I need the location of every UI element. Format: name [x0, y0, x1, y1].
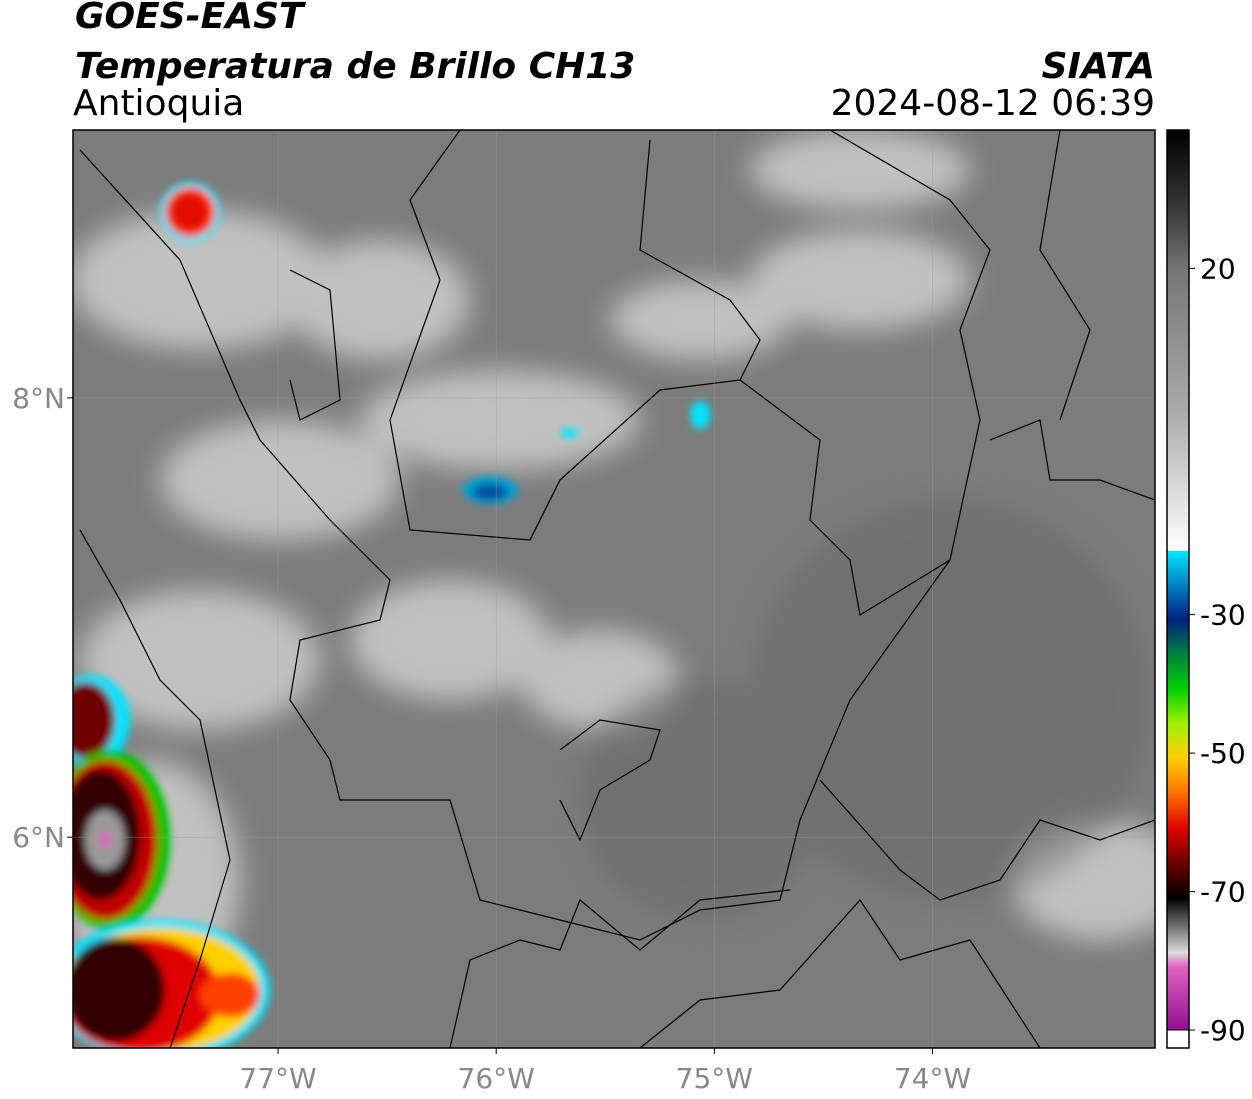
colorbar-tick-label: -30: [1200, 599, 1246, 632]
colorbar: [1167, 130, 1189, 1030]
y-tick-label: 6°N: [12, 821, 65, 854]
source: SIATA: [1042, 46, 1155, 87]
title: GOES-EAST: [75, 0, 306, 37]
x-tick-label: 77°W: [239, 1062, 316, 1095]
gridlines: [73, 130, 1155, 1048]
x-tick-label: 76°W: [458, 1062, 535, 1095]
subtitle: Temperatura de Brillo CH13: [75, 46, 635, 87]
colorbar-tick-label: -50: [1200, 737, 1246, 770]
y-tick-label: 8°N: [12, 382, 65, 415]
region: Antioquia: [73, 83, 244, 124]
x-tick-label: 75°W: [676, 1062, 753, 1095]
datetime: 2024-08-12 06:39: [831, 83, 1155, 124]
colorbar-tick-label: -90: [1200, 1014, 1246, 1047]
colorbar-under: [1166, 1029, 1190, 1049]
colorbar-frame: [1166, 129, 1190, 1049]
satellite-image: [73, 130, 1155, 1048]
x-tick-label: 74°W: [894, 1062, 971, 1095]
colorbar-tick-label: 20: [1200, 252, 1236, 285]
colorbar-tick-label: -70: [1200, 876, 1246, 909]
map-frame: [72, 129, 1156, 1049]
